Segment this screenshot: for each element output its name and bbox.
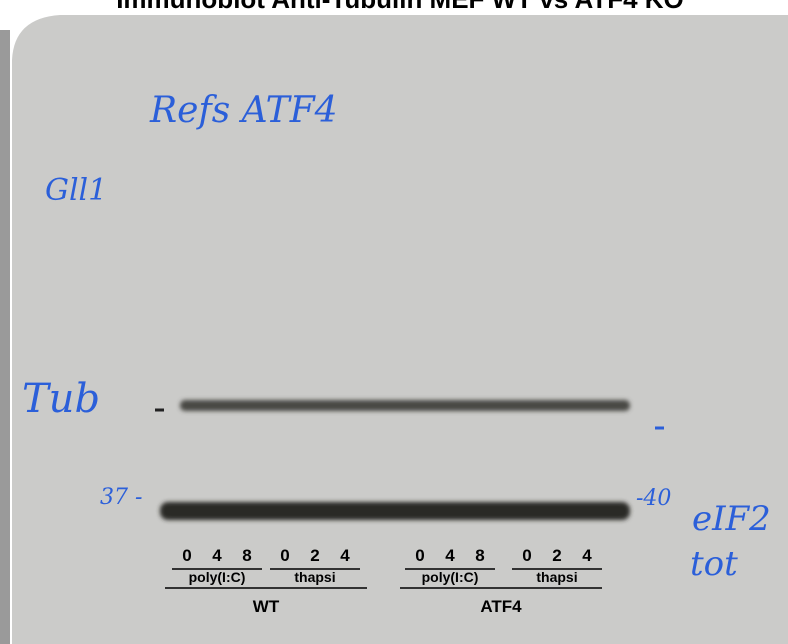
timepoint-label: 0	[415, 546, 424, 565]
timepoint-label: 8	[242, 546, 251, 565]
timepoint-label: 2	[310, 546, 319, 565]
handwritten-protein: eIF2	[692, 499, 771, 539]
band-upper	[180, 400, 630, 411]
handwritten-note: Refs ATF4	[149, 90, 338, 131]
handwritten-protein-sub: tot	[690, 544, 738, 584]
group-label: WT	[253, 597, 280, 616]
timepoint-label: 0	[280, 546, 289, 565]
timepoint-label: 4	[445, 546, 455, 565]
band-lower	[160, 502, 630, 520]
handwritten-tub: Tub	[22, 376, 100, 422]
timepoint-label: 2	[552, 546, 561, 565]
marker-right: -40	[636, 486, 671, 511]
treatment-label: thapsi	[536, 569, 577, 585]
bands	[160, 400, 630, 520]
treatment-label: poly(I:C)	[422, 569, 479, 585]
timepoint-label: 0	[182, 546, 191, 565]
left-strip	[0, 30, 10, 644]
title: Immunoblot Anti-Tubulin MEF WT vs ATF4 K…	[116, 0, 684, 14]
treatment-label: thapsi	[294, 569, 335, 585]
blot-membrane	[12, 15, 788, 644]
group-label: ATF4	[480, 597, 522, 616]
timepoint-label: 4	[340, 546, 350, 565]
timepoint-label: 4	[582, 546, 592, 565]
timepoint-label: 0	[522, 546, 531, 565]
timepoint-label: 4	[212, 546, 222, 565]
handwritten-gene: Gll1	[45, 173, 107, 208]
timepoint-label: 8	[475, 546, 484, 565]
treatment-label: poly(I:C)	[189, 569, 246, 585]
marker-left: 37 -	[100, 485, 142, 510]
lane-labels: 0 4 8 poly(I:C) 0 2 4 thapsi WT 0 4 8 poly(I:C) 0 2 4 th…	[165, 546, 602, 616]
